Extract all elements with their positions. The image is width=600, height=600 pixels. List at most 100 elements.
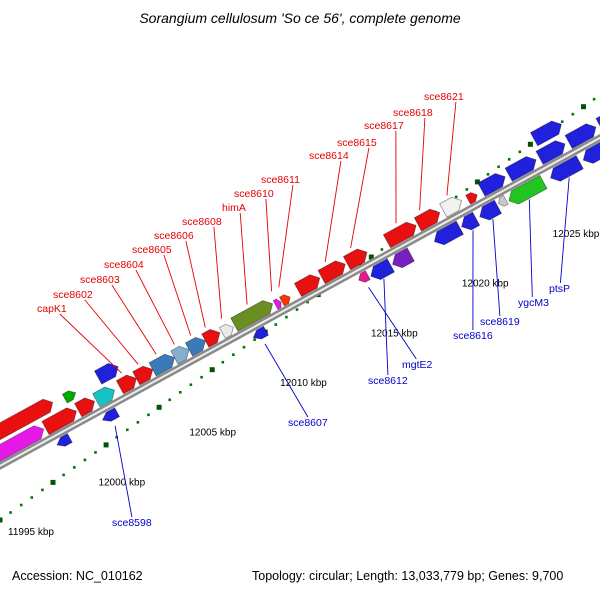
gene-arrow[interactable] bbox=[564, 123, 597, 150]
gene-sce8618[interactable] bbox=[413, 208, 441, 232]
gene-capK1[interactable] bbox=[115, 374, 137, 395]
genome-axis bbox=[0, 133, 600, 470]
green-dot-icon bbox=[73, 466, 76, 469]
green-dot-icon bbox=[83, 458, 87, 462]
gene-sce8612[interactable] bbox=[370, 258, 395, 281]
label-leader-line bbox=[278, 184, 294, 288]
scale-label: 12015 kbp bbox=[371, 328, 418, 339]
green-dot-icon bbox=[560, 120, 564, 123]
gene-label-sce8604[interactable]: sce8604 bbox=[104, 259, 144, 271]
green-dot-icon bbox=[41, 488, 44, 492]
gene-arrow[interactable] bbox=[41, 407, 77, 436]
gene-sce8611[interactable] bbox=[278, 294, 291, 307]
gene-sce8604[interactable] bbox=[170, 345, 190, 365]
green-dot-icon bbox=[507, 158, 511, 161]
gene-label-sce8618[interactable]: sce8618 bbox=[393, 107, 433, 119]
gene-arrow[interactable] bbox=[293, 274, 321, 298]
gene-label-sce8607[interactable]: sce8607 bbox=[288, 417, 328, 429]
gene-sce8621[interactable] bbox=[439, 196, 462, 218]
green-dot-icon bbox=[527, 141, 533, 147]
gene-sce8615[interactable] bbox=[342, 248, 368, 271]
green-dot-icon bbox=[232, 353, 235, 356]
gene-label-sce8608[interactable]: sce8608 bbox=[182, 216, 222, 228]
gene-label-sce8606[interactable]: sce8606 bbox=[154, 230, 194, 242]
gene-arrow[interactable] bbox=[529, 120, 562, 147]
gene-label-sce8619[interactable]: sce8619 bbox=[480, 316, 520, 328]
green-dot-icon bbox=[94, 451, 97, 454]
green-dot-icon bbox=[497, 165, 500, 169]
gene-arrow[interactable] bbox=[61, 390, 77, 404]
gene-sce8606[interactable] bbox=[201, 328, 221, 348]
green-dot-icon bbox=[581, 104, 586, 110]
gene-arrow[interactable] bbox=[0, 425, 45, 471]
gene-arrow[interactable] bbox=[582, 142, 600, 164]
gene-arrow[interactable] bbox=[498, 194, 509, 207]
scale-label: 12005 kbp bbox=[189, 428, 236, 439]
gene-arrow[interactable] bbox=[465, 192, 478, 205]
green-dot-icon bbox=[200, 375, 203, 379]
label-leader-line bbox=[111, 284, 157, 355]
gene-sce8608[interactable] bbox=[218, 323, 234, 339]
gene-sce8616[interactable] bbox=[461, 211, 481, 231]
label-leader-line bbox=[446, 101, 457, 196]
gene-mgtE2[interactable] bbox=[358, 270, 371, 283]
gene-label-sce8610[interactable]: sce8610 bbox=[234, 188, 274, 200]
gene-label-sce8614[interactable]: sce8614 bbox=[309, 150, 349, 162]
gene-ptsP[interactable] bbox=[550, 155, 584, 182]
gene-label-sce8605[interactable]: sce8605 bbox=[132, 244, 172, 256]
gene-arrow[interactable] bbox=[433, 220, 464, 246]
gene-sce8605[interactable] bbox=[184, 336, 206, 357]
gene-arrow[interactable] bbox=[392, 247, 415, 269]
label-leader-line bbox=[185, 240, 206, 328]
gene-arrow[interactable] bbox=[92, 386, 115, 408]
gene-label-himA[interactable]: himA bbox=[222, 202, 246, 214]
green-dot-icon bbox=[518, 150, 522, 154]
gene-label-capK1[interactable]: capK1 bbox=[37, 303, 67, 315]
gene-arrow[interactable] bbox=[595, 106, 600, 132]
gene-himA[interactable] bbox=[230, 300, 274, 332]
green-dot-icon bbox=[189, 383, 193, 386]
gene-arrow[interactable] bbox=[535, 140, 566, 165]
green-dot-icon bbox=[115, 436, 118, 439]
green-dot-icon bbox=[9, 511, 12, 514]
gene-sce8610[interactable] bbox=[272, 298, 282, 310]
gene-sce8602[interactable] bbox=[132, 365, 154, 386]
label-leader-line bbox=[59, 313, 123, 374]
gene-sce8617[interactable] bbox=[382, 221, 417, 249]
gene-label-sce8615[interactable]: sce8615 bbox=[337, 137, 377, 149]
label-leader-line bbox=[492, 219, 501, 317]
gene-label-sce8602[interactable]: sce8602 bbox=[53, 289, 93, 301]
gene-label-sce8617[interactable]: sce8617 bbox=[364, 120, 404, 132]
gene-label-ptsP[interactable]: ptsP bbox=[549, 283, 570, 295]
gene-arrow[interactable] bbox=[74, 397, 95, 418]
gene-label-sce8603[interactable]: sce8603 bbox=[80, 274, 120, 286]
label-leader-line bbox=[324, 160, 342, 263]
gene-label-sce8598[interactable]: sce8598 bbox=[112, 517, 152, 529]
gene-sce8603[interactable] bbox=[148, 353, 175, 377]
scale-label: 11995 kbp bbox=[8, 527, 54, 538]
gene-label-sce8611[interactable]: sce8611 bbox=[261, 174, 300, 186]
gene-sce8614[interactable] bbox=[317, 260, 346, 285]
green-dot-icon bbox=[253, 338, 256, 341]
gene-label-sce8612[interactable]: sce8612 bbox=[368, 375, 408, 387]
gene-label-sce8616[interactable]: sce8616 bbox=[453, 330, 493, 342]
green-dot-icon bbox=[454, 195, 458, 199]
gene-label-mgtE2[interactable]: mgtE2 bbox=[402, 359, 433, 371]
green-dot-icon bbox=[274, 323, 278, 326]
label-leader-line bbox=[163, 254, 192, 336]
gene-label-ygcM3[interactable]: ygcM3 bbox=[518, 297, 549, 309]
green-dot-icon bbox=[465, 188, 469, 191]
gene-arrow[interactable] bbox=[504, 156, 537, 182]
gene-sce8619[interactable] bbox=[479, 199, 503, 221]
green-dot-icon bbox=[592, 97, 596, 101]
gene-sce8598[interactable] bbox=[101, 407, 121, 422]
gene-label-sce8621[interactable]: sce8621 bbox=[424, 91, 464, 103]
gene-sce8607[interactable] bbox=[252, 325, 269, 340]
label-leader-line bbox=[135, 269, 175, 345]
gene-arrow[interactable] bbox=[477, 173, 506, 197]
gene-ygcM3[interactable] bbox=[508, 174, 548, 205]
gene-arrow[interactable] bbox=[0, 398, 54, 453]
gene-arrow[interactable] bbox=[56, 433, 73, 447]
